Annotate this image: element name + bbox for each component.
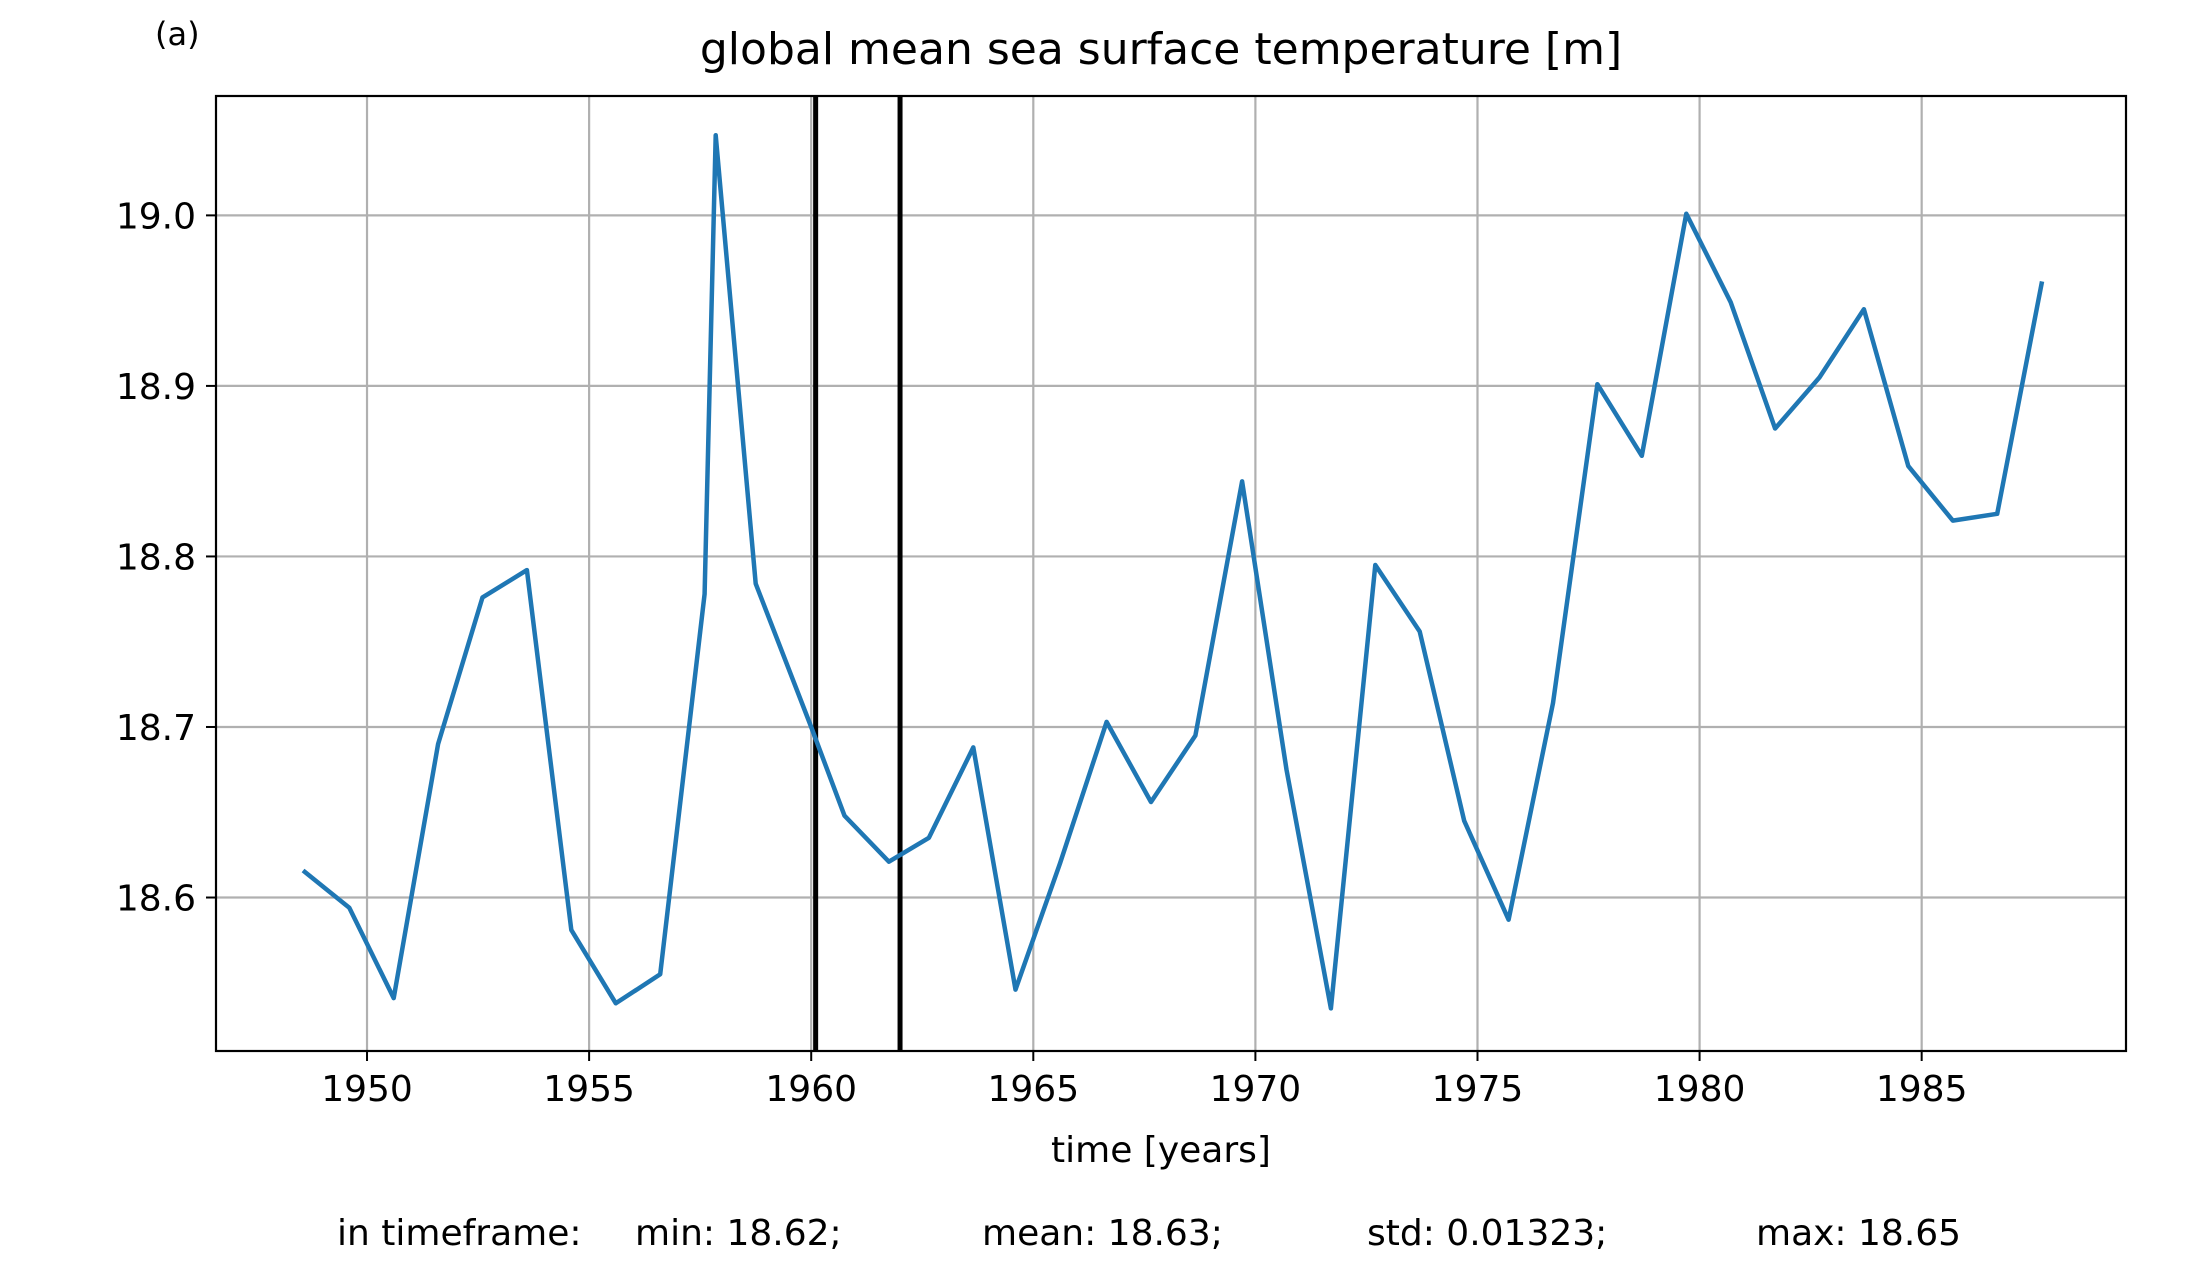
stats-mean: mean: 18.63; (982, 1213, 1223, 1254)
y-tick-label: 18.8 (116, 537, 196, 578)
x-tick-label: 1980 (1654, 1069, 1746, 1110)
y-tick-label: 18.6 (116, 879, 196, 920)
panel-label: (a) (155, 15, 200, 53)
plot-frame (214, 94, 2128, 1053)
series-layer (301, 132, 2045, 1011)
x-tick-label: 1960 (765, 1069, 857, 1110)
text-layer: (a) global mean sea surface temperature … (155, 15, 1961, 1254)
stats-min: min: 18.62; (635, 1213, 842, 1254)
series-line (301, 132, 2045, 1011)
stats-std: std: 0.01323; (1367, 1213, 1607, 1254)
stats-max: max: 18.65 (1756, 1213, 1961, 1254)
chart-title: global mean sea surface temperature [m] (700, 24, 1622, 75)
x-tick-label: 1975 (1432, 1069, 1524, 1110)
x-tick-label: 1950 (321, 1069, 413, 1110)
tick-layer: 1950 1955 1960 1965 1970 1975 1980 1985 18.6 18.7… (116, 196, 1968, 1110)
x-tick-label: 1955 (543, 1069, 635, 1110)
y-tick-label: 18.9 (116, 367, 196, 408)
x-tick-label: 1965 (987, 1069, 1079, 1110)
y-tick-label: 18.7 (116, 708, 196, 749)
x-tick-label: 1970 (1210, 1069, 1302, 1110)
y-tick-label: 19.0 (116, 196, 196, 237)
x-axis-label: time [years] (1051, 1130, 1271, 1171)
grid-layer (216, 96, 2126, 1051)
x-tick-label: 1985 (1876, 1069, 1968, 1110)
vertical-markers (813, 96, 903, 1051)
stats-prefix: in timeframe: (337, 1213, 581, 1254)
